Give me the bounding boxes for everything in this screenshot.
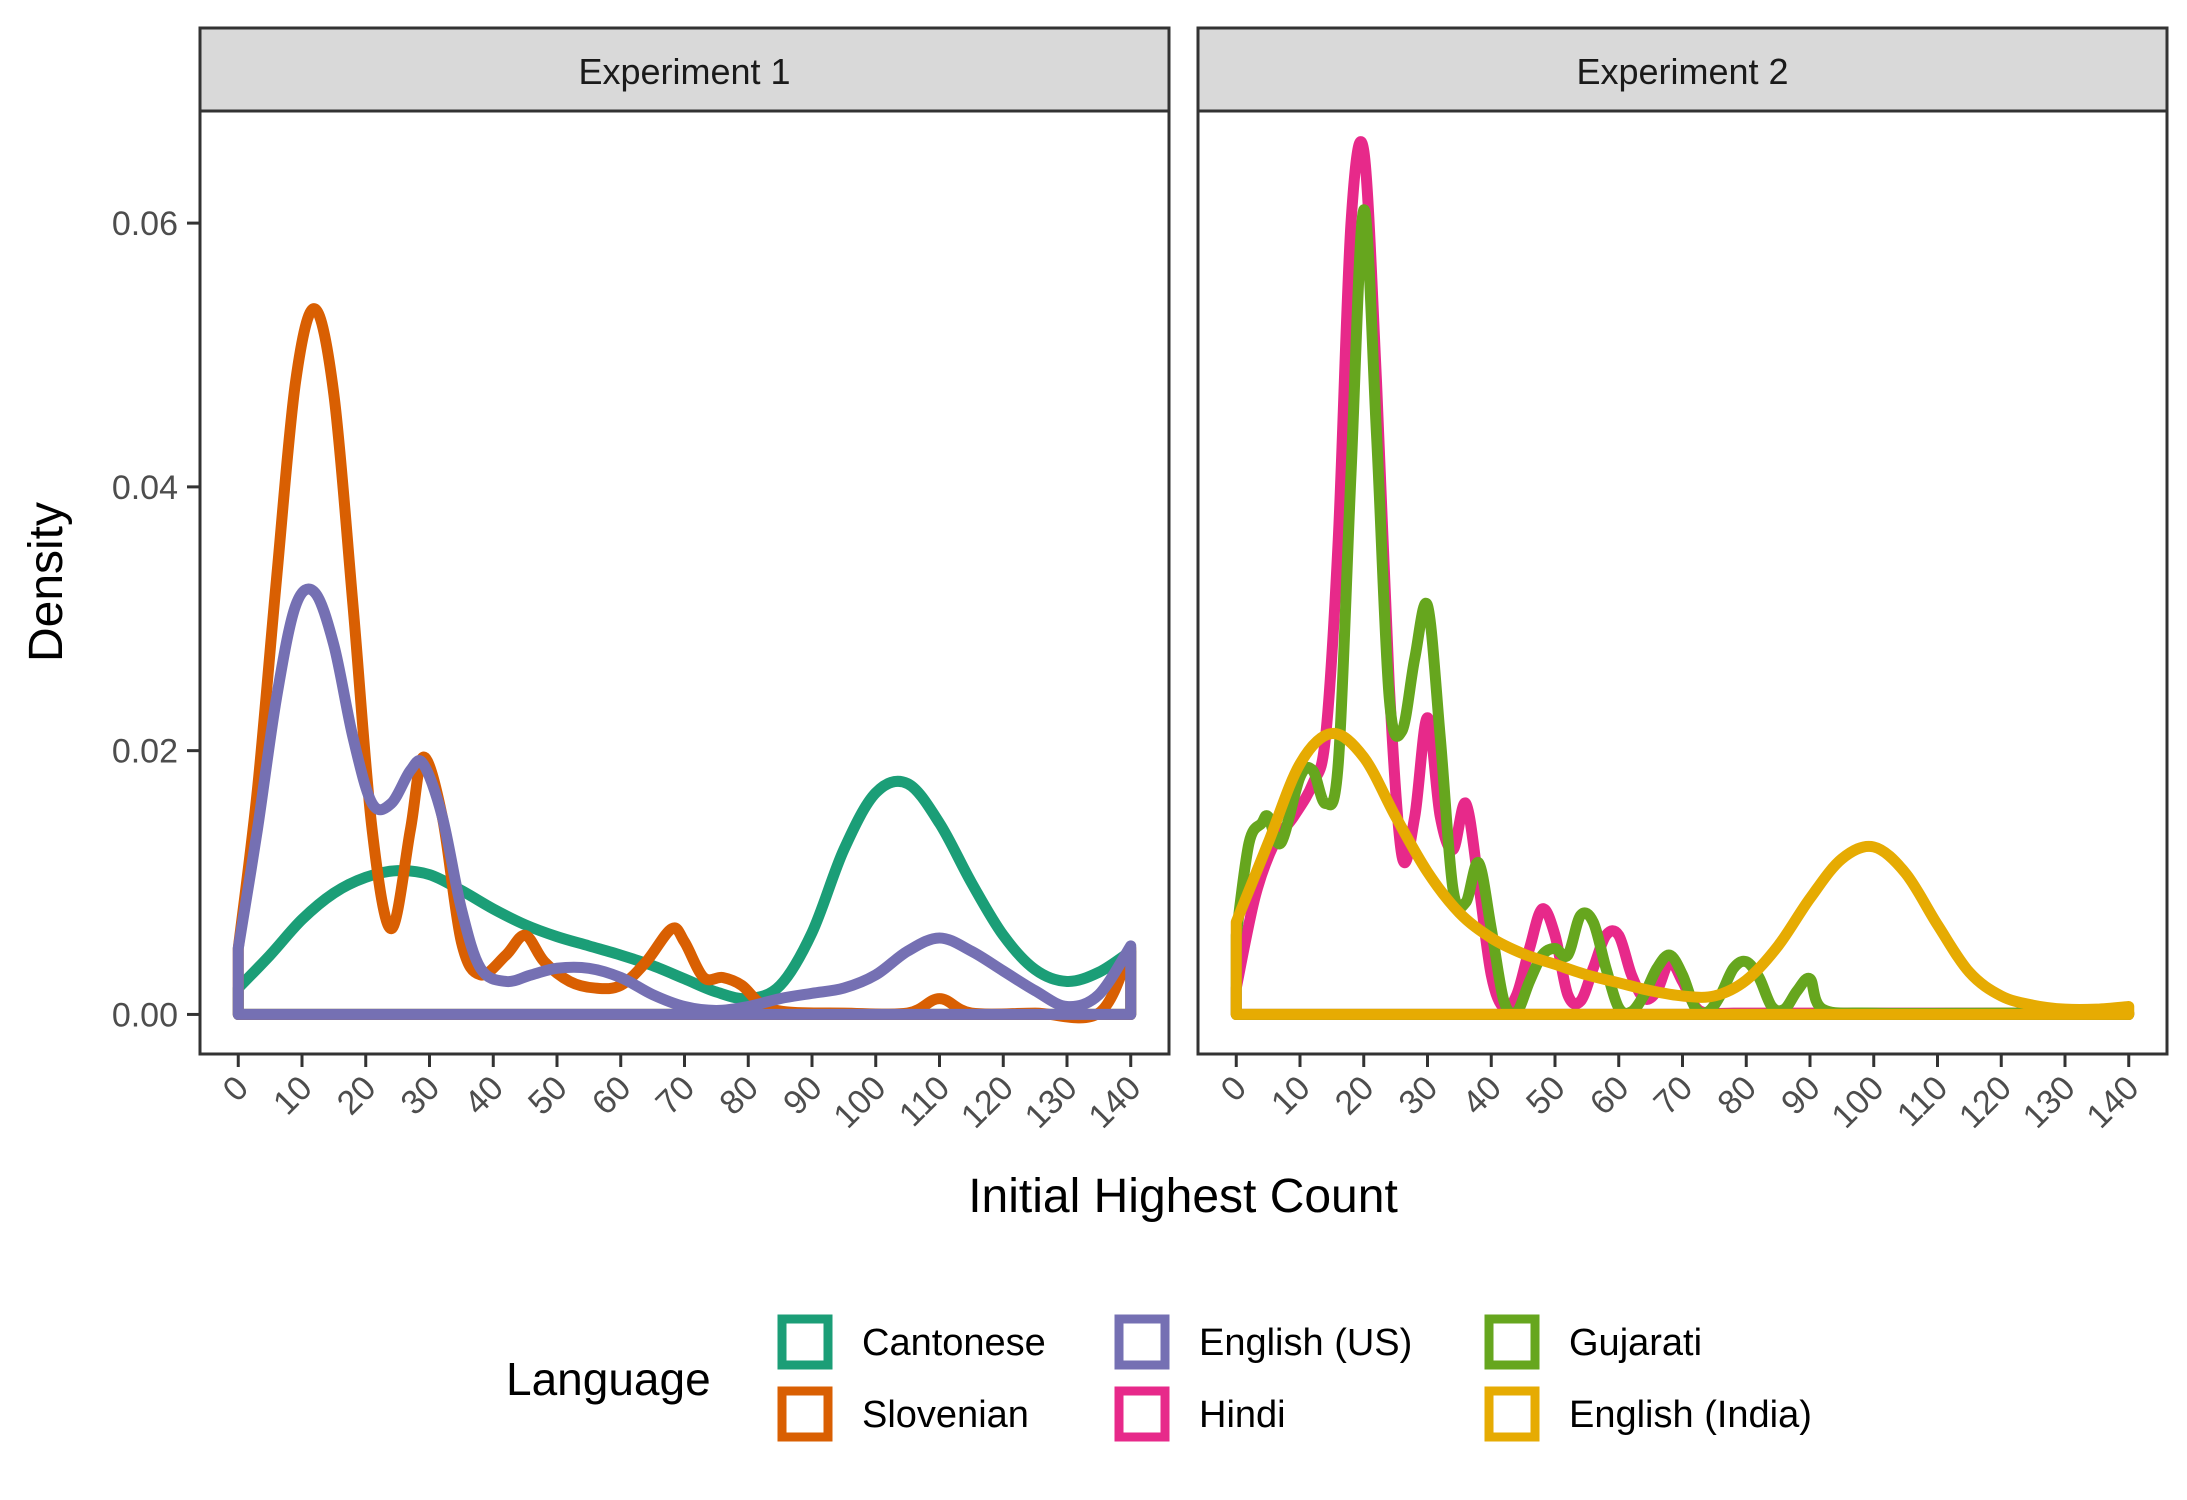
x-tick-label: 20 — [330, 1069, 384, 1123]
x-tick-label: 60 — [585, 1069, 639, 1123]
density-curve-english-india-experiment-2 — [1230, 728, 2135, 1020]
strip-label-experiment-2: Experiment 2 — [1576, 51, 1788, 92]
legend-key-english-us — [1114, 1314, 1170, 1370]
x-tick-label: 80 — [1710, 1069, 1764, 1123]
legend-key-cantonese — [777, 1314, 833, 1370]
x-tick-label: 30 — [394, 1069, 448, 1123]
y-axis-title: Density — [20, 502, 73, 662]
x-tick-label: 110 — [1890, 1069, 1955, 1134]
x-tick-label: 70 — [1647, 1069, 1701, 1123]
x-tick-label: 20 — [1328, 1069, 1382, 1123]
legend-label-hindi: Hindi — [1199, 1394, 1286, 1436]
x-tick-label: 80 — [712, 1069, 766, 1123]
x-tick-label: 130 — [2016, 1069, 2083, 1136]
legend-key-english-india — [1484, 1386, 1540, 1442]
strip-background-experiment-2 — [1196, 26, 2169, 113]
panel-experiment-2: Experiment 2 — [1196, 26, 2169, 1056]
plot-area-experiment-1 — [232, 303, 1137, 1024]
x-tick-label: 50 — [521, 1069, 575, 1123]
legend-label-cantonese: Cantonese — [862, 1322, 1046, 1364]
x-tick-label: 90 — [1774, 1069, 1828, 1123]
density-curve-cantonese-experiment-1 — [232, 775, 1137, 1020]
x-tick-label: 100 — [826, 1069, 893, 1136]
legend-label-english-india: English (India) — [1569, 1394, 1812, 1436]
x-tick-label: 100 — [1824, 1069, 1891, 1136]
x-tick-label: 60 — [1583, 1069, 1637, 1123]
legend-key-hindi — [1114, 1386, 1170, 1442]
density-curve-english-us-experiment-1 — [232, 583, 1137, 1020]
x-tick-label: 0 — [1214, 1069, 1254, 1109]
x-tick-label: 130 — [1018, 1069, 1085, 1136]
legend-label-english-us: English (US) — [1199, 1322, 1412, 1364]
x-tick-label: 40 — [457, 1069, 511, 1123]
legend-items: Cantonese Slovenian English (US) Hindi Gujar… — [777, 1314, 1812, 1442]
legend-label-gujarati: Gujarati — [1569, 1322, 1702, 1364]
y-tick-label: 0.04 — [112, 469, 178, 507]
legend-label-slovenian: Slovenian — [862, 1394, 1029, 1436]
x-tick-label: 30 — [1392, 1069, 1446, 1123]
y-axis: 0.00 0.02 0.04 0.06 — [112, 205, 200, 1034]
y-tick-label: 0.00 — [112, 996, 178, 1034]
x-tick-label: 140 — [2079, 1069, 2146, 1136]
x-tick-label: 70 — [649, 1069, 703, 1123]
x-tick-label: 120 — [1952, 1069, 2019, 1136]
legend-key-slovenian — [777, 1386, 833, 1442]
x-tick-label: 50 — [1519, 1069, 1573, 1123]
strip-background-experiment-1 — [198, 26, 1171, 113]
x-tick-label: 140 — [1081, 1069, 1148, 1136]
legend-key-gujarati — [1484, 1314, 1540, 1370]
legend: Language Cantonese Slovenian English (US) H… — [506, 1314, 1812, 1442]
x-tick-label: 110 — [892, 1069, 957, 1134]
plot-area-experiment-2 — [1230, 136, 2135, 1020]
x-tick-label: 40 — [1455, 1069, 1509, 1123]
x-tick-label: 0 — [216, 1069, 256, 1109]
panel-experiment-1: Experiment 1 — [198, 26, 1171, 1056]
x-tick-label: 120 — [954, 1069, 1021, 1136]
y-tick-label: 0.02 — [112, 733, 178, 771]
x-tick-label: 10 — [1264, 1069, 1318, 1123]
panel-border-experiment-1 — [198, 109, 1171, 1056]
strip-label-experiment-1: Experiment 1 — [578, 51, 790, 92]
x-tick-label: 90 — [776, 1069, 830, 1123]
x-axis-title: Initial Highest Count — [968, 1170, 1398, 1223]
x-tick-label: 10 — [266, 1069, 320, 1123]
y-tick-label: 0.06 — [112, 205, 178, 243]
legend-title: Language — [506, 1353, 711, 1405]
